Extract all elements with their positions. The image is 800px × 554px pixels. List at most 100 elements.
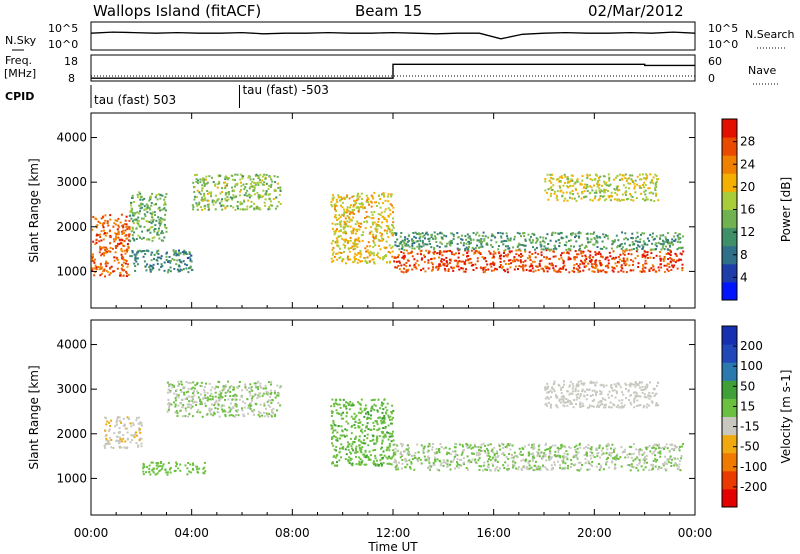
scatter-cell-b6	[343, 231, 346, 234]
scatter-cell-b3	[494, 459, 497, 462]
scatter-cell-b3	[568, 446, 570, 449]
scatter-cell-b5	[549, 389, 552, 392]
scatter-cell-b2	[201, 184, 204, 187]
scatter-cell-b6	[352, 216, 355, 219]
scatter-cell-b4	[373, 425, 376, 428]
scatter-cell-b1	[135, 218, 138, 221]
scatter-cell-b1	[163, 207, 166, 210]
scatter-cell-b6	[383, 210, 386, 213]
scatter-cell-b2	[221, 410, 224, 413]
scatter-cell-b6	[339, 235, 342, 238]
scatter-cell-b5	[545, 388, 548, 391]
scatter-cell-b3	[428, 442, 431, 445]
scatter-cell-b3	[616, 453, 619, 456]
scatter-cell-b0	[112, 447, 115, 449]
scatter-cell-b3	[507, 468, 510, 470]
scatter-cell-b1	[175, 465, 178, 468]
scatter-cell-b5	[439, 241, 442, 244]
nave-tick-bottom: 0	[708, 72, 715, 85]
scatter-cell-b1	[142, 470, 145, 473]
scatter-cell-b0	[123, 249, 126, 252]
scatter-cell-b5	[582, 383, 585, 386]
scatter-cell-b6	[364, 217, 367, 219]
scatter-cell-b0	[109, 266, 112, 269]
scatter-cell-b5	[570, 245, 572, 248]
scatter-cell-b5	[607, 396, 610, 399]
scatter-cell-b6	[336, 200, 339, 203]
scatter-cell-b5	[605, 247, 608, 250]
scatter-cell-b4	[481, 256, 484, 259]
scatter-cell-b7	[634, 191, 637, 194]
scatter-cell-b3	[512, 459, 515, 462]
scatter-cell-b5	[499, 231, 502, 234]
scatter-cell-b4	[509, 266, 512, 269]
scatter-cell-b2	[173, 401, 176, 404]
scatter-cell-b0	[98, 251, 101, 254]
scatter-cell-b3	[156, 256, 159, 259]
scatter-cell-b1	[131, 212, 134, 214]
scatter-cell-b4	[474, 263, 477, 266]
scatter-cell-b6	[349, 258, 352, 261]
scatter-cell-b5	[588, 406, 591, 409]
scatter-cell-b6	[352, 232, 355, 235]
scatter-cell-b7	[589, 178, 592, 181]
scatter-cell-b2	[259, 194, 262, 197]
scatter-cell-b0	[124, 229, 127, 232]
scatter-cell-b6	[385, 246, 388, 249]
scatter-cell-b4	[447, 249, 450, 252]
scatter-cell-b4	[452, 269, 455, 272]
scatter-cell-b6	[373, 221, 376, 224]
scatter-cell-b1	[160, 208, 163, 211]
scatter-cell-b6	[354, 200, 357, 203]
scatter-cell-b0	[121, 440, 124, 443]
scatter-cell-b5	[603, 406, 605, 409]
scatter-cell-b3	[664, 455, 666, 458]
scatter-cell-b4	[440, 258, 443, 261]
scatter-cell-b4	[641, 267, 644, 270]
scatter-cell-b6	[376, 205, 378, 207]
scatter-cell-b2	[199, 403, 202, 406]
scatter-cell-b7	[647, 187, 650, 190]
scatter-cell-b3	[536, 468, 539, 471]
scatter-cell-b5	[554, 247, 557, 250]
scatter-cell-b5	[502, 243, 505, 246]
scatter-cell-b2	[257, 195, 260, 198]
scatter-cell-b5	[593, 243, 596, 246]
scatter-cell-b7	[619, 199, 622, 202]
noise-search-label: N.Search	[745, 28, 795, 41]
scatter-cell-b5	[564, 244, 567, 247]
scatter-cell-b5	[586, 232, 589, 235]
scatter-cell-b5	[491, 233, 494, 236]
scatter-cell-b4	[330, 405, 333, 408]
scatter-cell-b5	[577, 380, 580, 383]
scatter-cell-b5	[639, 238, 642, 241]
scatter-cell-b5	[579, 395, 582, 397]
scatter-cell-b4	[353, 423, 356, 426]
scatter-cell-b2	[199, 193, 202, 196]
scatter-cell-b5	[634, 391, 637, 394]
scatter-cell-b0	[106, 248, 109, 251]
scatter-cell-b3	[515, 467, 518, 470]
scatter-cell-b4	[644, 259, 647, 262]
scatter-cell-b5	[612, 240, 615, 243]
scatter-cell-b4	[330, 424, 333, 427]
scatter-cell-b7	[567, 186, 570, 189]
scatter-cell-b7	[634, 179, 637, 182]
scatter-cell-b3	[190, 254, 193, 257]
scatter-cell-b1	[139, 198, 142, 201]
scatter-cell-b6	[347, 258, 350, 261]
scatter-cell-b2	[184, 415, 187, 418]
scatter-cell-b7	[576, 192, 579, 195]
scatter-cell-b6	[343, 210, 346, 213]
power-scatter	[91, 173, 685, 278]
scatter-cell-b5	[565, 398, 568, 400]
scatter-cell-b5	[540, 245, 543, 248]
scatter-cell-b4	[666, 268, 669, 271]
scatter-cell-b3	[186, 257, 189, 259]
scatter-cell-b4	[599, 264, 602, 267]
scatter-cell-b2	[176, 415, 179, 417]
scatter-cell-b3	[665, 463, 668, 465]
scatter-cell-b0	[122, 229, 125, 232]
scatter-cell-b7	[625, 179, 628, 182]
scatter-cell-b3	[138, 249, 141, 252]
